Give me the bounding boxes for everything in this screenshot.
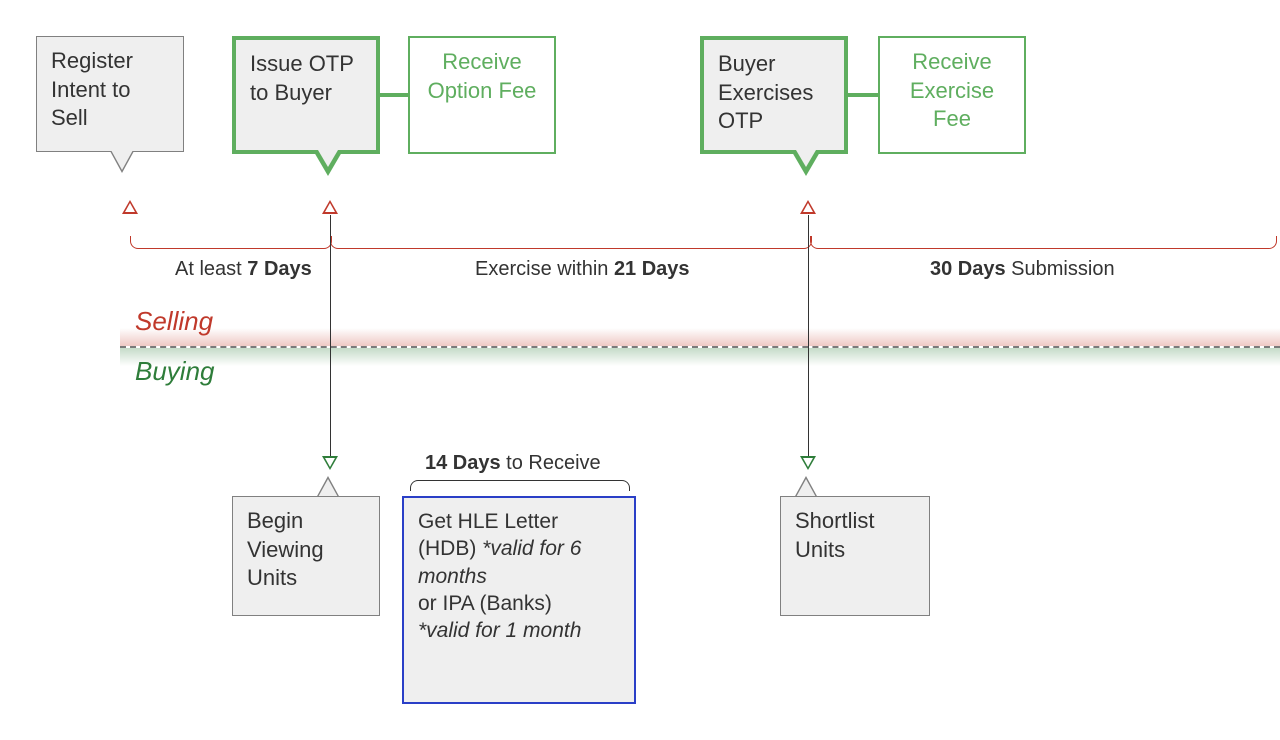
marker-up-2 [322, 200, 338, 214]
marker-down-2 [800, 456, 816, 470]
diagram-canvas: Register Intent to Sell Issue OTP to Buy… [0, 0, 1280, 740]
box-receive-exercise-fee: Receive Exercise Fee [878, 36, 1026, 154]
bottom-brace-label: 14 Days to Receive [425, 452, 601, 475]
brace-span-2 [330, 236, 812, 249]
marker-up-3 [800, 200, 816, 214]
brace-span-3 [810, 236, 1277, 249]
span-label-3-bold: 30 Days [930, 258, 1006, 280]
bottom-brace-bold: 14 Days [425, 452, 501, 474]
box-receive-option-fee: Receive Option Fee [408, 36, 556, 154]
span-label-3-post: Submission [1006, 258, 1115, 280]
span-label-2-bold: 21 Days [614, 258, 690, 280]
span-label-1-pre: At least [175, 258, 247, 280]
connector-2 [848, 93, 878, 97]
marker-down-1 [322, 456, 338, 470]
hle-line2: or IPA (Banks) [418, 592, 552, 615]
box-shortlist: Shortlist Units [780, 496, 930, 616]
brace-span-1 [130, 236, 332, 249]
box-begin-viewing-text: Begin Viewing Units [247, 508, 324, 590]
box-receive-exercise-fee-text: Receive Exercise Fee [910, 49, 994, 131]
bottom-brace-post: to Receive [501, 452, 601, 474]
box-issue-otp: Issue OTP to Buyer [232, 36, 380, 154]
span-label-1-bold: 7 Days [247, 258, 312, 280]
marker-up-1 [122, 200, 138, 214]
vline-1 [330, 215, 331, 457]
band-selling [120, 328, 1280, 346]
box-receive-option-fee-text: Receive Option Fee [428, 49, 537, 103]
band-buying [120, 348, 1280, 366]
span-label-1: At least 7 Days [175, 258, 312, 281]
box-register-text: Register Intent to Sell [51, 48, 133, 130]
box-shortlist-tail [794, 476, 818, 498]
box-register-tail [110, 151, 134, 173]
vline-2 [808, 215, 809, 457]
box-begin-viewing: Begin Viewing Units [232, 496, 380, 616]
connector-1 [380, 93, 408, 97]
box-hle: Get HLE Letter (HDB) *valid for 6 months… [402, 496, 636, 704]
box-register: Register Intent to Sell [36, 36, 184, 152]
box-buyer-exercises-tail [792, 152, 820, 176]
box-begin-tail [316, 476, 340, 498]
bottom-brace [410, 480, 630, 491]
span-label-2-pre: Exercise within [475, 258, 614, 280]
box-shortlist-text: Shortlist Units [795, 508, 874, 562]
box-buyer-exercises-text: Buyer Exercises OTP [718, 51, 813, 133]
box-buyer-exercises: Buyer Exercises OTP [700, 36, 848, 154]
box-issue-otp-tail [314, 152, 342, 176]
hle-note2: *valid for 1 month [418, 619, 581, 642]
span-label-2: Exercise within 21 Days [475, 258, 690, 281]
box-issue-otp-text: Issue OTP to Buyer [250, 51, 354, 105]
span-label-3: 30 Days Submission [930, 258, 1115, 281]
